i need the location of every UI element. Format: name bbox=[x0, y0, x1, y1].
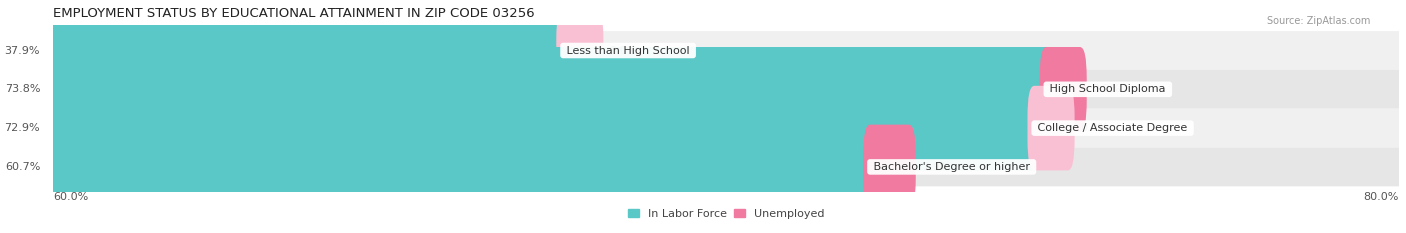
FancyBboxPatch shape bbox=[46, 47, 1053, 132]
FancyBboxPatch shape bbox=[53, 109, 1399, 147]
Text: College / Associate Degree: College / Associate Degree bbox=[1035, 123, 1191, 133]
FancyBboxPatch shape bbox=[1028, 86, 1074, 170]
Text: 60.7%: 60.7% bbox=[4, 162, 41, 172]
Text: Bachelor's Degree or higher: Bachelor's Degree or higher bbox=[870, 162, 1033, 172]
FancyBboxPatch shape bbox=[46, 125, 877, 209]
Legend: In Labor Force, Unemployed: In Labor Force, Unemployed bbox=[623, 204, 828, 223]
Text: 72.9%: 72.9% bbox=[4, 123, 41, 133]
FancyBboxPatch shape bbox=[53, 70, 1399, 109]
Text: Less than High School: Less than High School bbox=[562, 45, 693, 55]
Text: EMPLOYMENT STATUS BY EDUCATIONAL ATTAINMENT IN ZIP CODE 03256: EMPLOYMENT STATUS BY EDUCATIONAL ATTAINM… bbox=[53, 7, 534, 20]
FancyBboxPatch shape bbox=[46, 86, 1040, 170]
Text: 0.0%: 0.0% bbox=[609, 45, 637, 55]
Text: 60.0%: 60.0% bbox=[53, 192, 89, 202]
Text: Source: ZipAtlas.com: Source: ZipAtlas.com bbox=[1267, 16, 1371, 26]
Text: 0.0%: 0.0% bbox=[1080, 123, 1109, 133]
FancyBboxPatch shape bbox=[53, 31, 1399, 70]
FancyBboxPatch shape bbox=[46, 8, 569, 93]
FancyBboxPatch shape bbox=[863, 125, 915, 209]
Text: 37.9%: 37.9% bbox=[4, 45, 41, 55]
FancyBboxPatch shape bbox=[557, 8, 603, 93]
Text: 80.0%: 80.0% bbox=[1364, 192, 1399, 202]
Text: 2.9%: 2.9% bbox=[922, 162, 950, 172]
FancyBboxPatch shape bbox=[1039, 47, 1087, 132]
Text: 73.8%: 73.8% bbox=[4, 84, 41, 94]
Text: 2.2%: 2.2% bbox=[1092, 84, 1121, 94]
Text: High School Diploma: High School Diploma bbox=[1046, 84, 1170, 94]
FancyBboxPatch shape bbox=[53, 147, 1399, 186]
